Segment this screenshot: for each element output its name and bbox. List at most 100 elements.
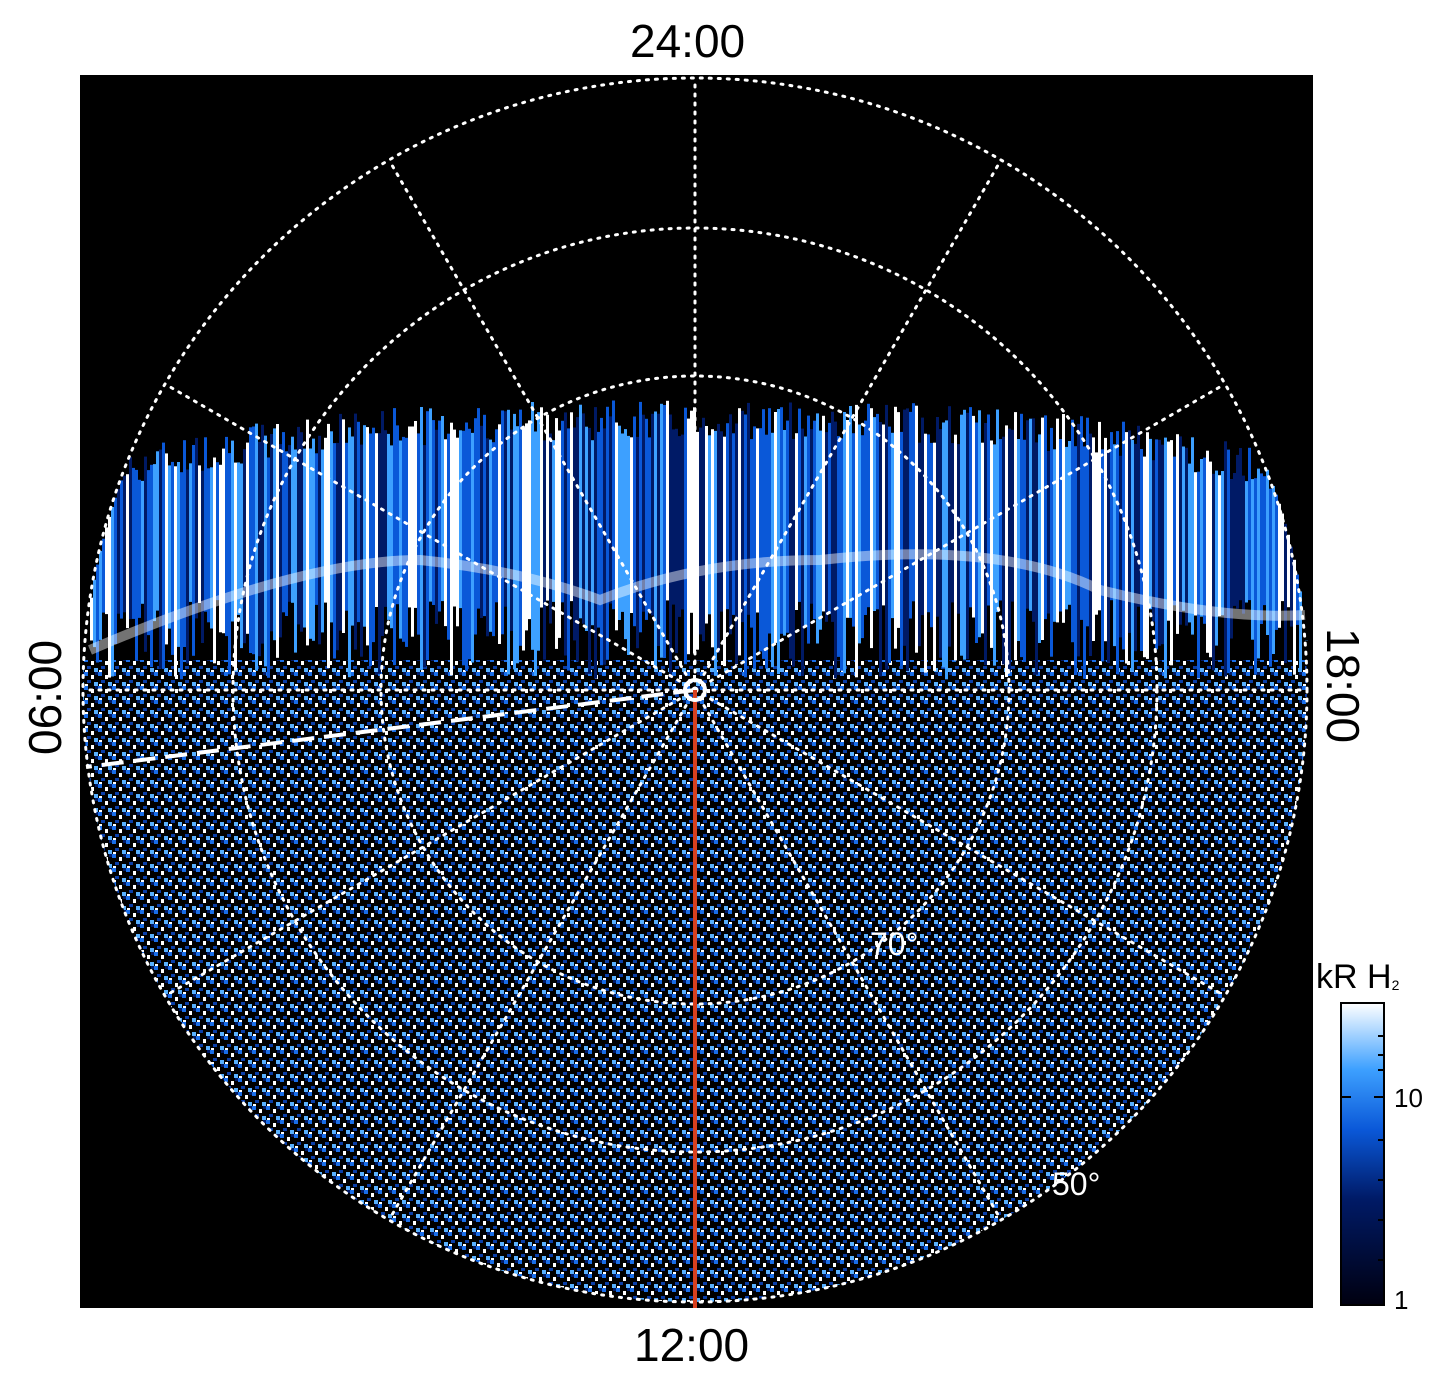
oval-streak [1047, 451, 1050, 614]
oval-streak [546, 414, 549, 601]
oval-streak [381, 411, 384, 636]
oval-streak [477, 408, 480, 609]
oval-streak [372, 427, 375, 643]
oval-streak [804, 436, 807, 626]
oval-streak [333, 443, 336, 659]
oval-streak [1116, 431, 1119, 675]
oval-streak [1191, 437, 1194, 635]
oval-streak [705, 426, 708, 624]
oval-streak [627, 435, 630, 655]
oval-streak [555, 418, 558, 649]
oval-streak [969, 407, 972, 608]
oval-streak [111, 507, 114, 677]
oval-streak [876, 413, 879, 610]
oval-streak [618, 425, 621, 620]
oval-streak [261, 424, 264, 644]
oval-streak [513, 413, 516, 670]
oval-streak [1185, 447, 1188, 626]
local-time-label-dusk: 18:00 [1317, 628, 1369, 744]
oval-streak [615, 422, 618, 631]
oval-streak [1029, 418, 1032, 611]
oval-streak [276, 424, 279, 658]
oval-streak [96, 564, 99, 663]
oval-streak [630, 437, 633, 613]
oval-streak [1275, 494, 1278, 630]
oval-streak [1212, 473, 1215, 671]
oval-streak [213, 457, 216, 664]
oval-streak [417, 433, 420, 635]
oval-streak [1170, 440, 1173, 666]
oval-streak [858, 424, 861, 644]
oval-streak [765, 434, 768, 669]
oval-streak [519, 409, 522, 646]
oval-streak [1005, 425, 1008, 677]
oval-streak [369, 433, 372, 667]
oval-streak [711, 429, 714, 648]
oval-streak [723, 436, 726, 667]
oval-bright-ridge [88, 549, 1306, 655]
oval-streak [987, 414, 990, 606]
oval-streak [1059, 439, 1062, 612]
oval-streak [600, 417, 603, 666]
oval-streak [945, 420, 948, 680]
oval-streak [159, 449, 162, 669]
oval-streak [999, 439, 1002, 601]
oval-streak [1011, 429, 1014, 602]
oval-streak [915, 405, 918, 653]
oval-streak [1299, 591, 1302, 671]
oval-streak [648, 437, 651, 610]
oval-streak [492, 442, 495, 637]
oval-streak [570, 412, 573, 602]
oval-streak [138, 479, 141, 618]
oval-streak [210, 467, 213, 629]
oval-streak [384, 430, 387, 607]
pole-marker-icon [683, 678, 707, 702]
oval-streak [393, 408, 396, 666]
oval-streak [315, 453, 318, 605]
oval-streak [831, 411, 834, 622]
oval-streak [1254, 478, 1257, 675]
oval-streak [798, 408, 801, 602]
oval-streak [606, 406, 609, 660]
oval-streak [438, 420, 441, 612]
oval-streak [840, 438, 843, 671]
oval-streak [708, 435, 711, 615]
oval-streak [1272, 486, 1275, 654]
oval-streak [252, 426, 255, 655]
oval-streak [288, 445, 291, 602]
oval-streak [1068, 441, 1071, 605]
oval-streak [1269, 488, 1272, 667]
oval-streak [132, 467, 135, 619]
oval-streak [807, 415, 810, 644]
oval-streak [1032, 418, 1035, 622]
oval-streak [717, 423, 720, 653]
oval-streak [603, 428, 606, 665]
oval-streak [1098, 421, 1101, 611]
oval-streak [741, 410, 744, 623]
oval-streak [810, 429, 813, 604]
oval-streak [1125, 432, 1128, 664]
oval-streak [996, 409, 999, 613]
oval-streak [423, 445, 426, 668]
oval-streak [1017, 439, 1020, 641]
oval-streak [516, 426, 519, 664]
oval-streak [291, 436, 294, 603]
oval-streak [846, 420, 849, 618]
oval-streak [126, 474, 129, 629]
oval-streak [474, 418, 477, 635]
oval-streak [447, 433, 450, 640]
oval-streak [984, 423, 987, 666]
oval-streak [972, 415, 975, 618]
oval-streak [117, 488, 120, 614]
oval-streak [441, 416, 444, 602]
oval-streak [1092, 437, 1095, 641]
colorbar [1340, 1002, 1385, 1306]
oval-streak [1128, 430, 1131, 633]
oval-streak [528, 420, 531, 620]
oval-streak [1248, 447, 1251, 601]
oval-streak [498, 424, 501, 644]
oval-streak [273, 428, 276, 641]
oval-streak [903, 409, 906, 646]
oval-streak [825, 432, 828, 622]
oval-streak [1164, 437, 1167, 679]
